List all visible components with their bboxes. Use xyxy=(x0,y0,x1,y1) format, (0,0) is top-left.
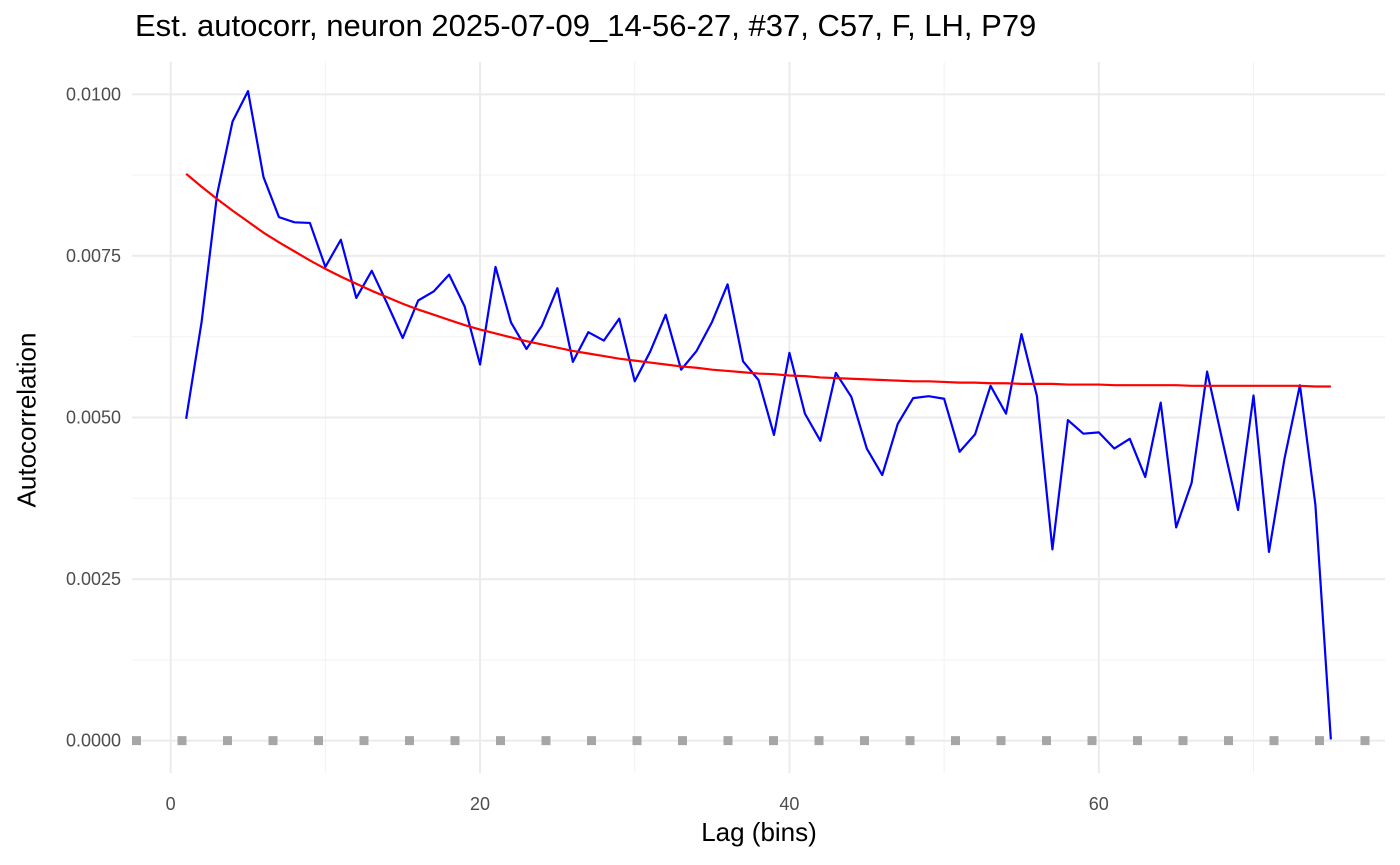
y-tick-label: 0.0100 xyxy=(66,84,121,104)
series-line-1 xyxy=(185,89,1332,740)
y-tick-label: 0.0075 xyxy=(66,246,121,266)
y-tick-label: 0.0000 xyxy=(66,731,121,751)
x-tick-label: 60 xyxy=(1089,794,1109,814)
grid-lines xyxy=(132,62,1385,773)
x-tick-label: 20 xyxy=(470,794,490,814)
x-tick-label: 0 xyxy=(166,794,176,814)
y-tick-label: 0.0050 xyxy=(66,408,121,428)
x-axis-title: Lag (bins) xyxy=(701,817,817,847)
x-tick-label: 40 xyxy=(779,794,799,814)
y-tick-label: 0.0025 xyxy=(66,569,121,589)
series-layer xyxy=(132,89,1385,746)
tick-labels: 0 20 40 60 0.0000 0.0025 0.0050 0.0075 0.0100 xyxy=(66,84,1109,814)
series-line-2 xyxy=(185,172,1331,388)
y-axis-title: Autocorrelation xyxy=(11,332,42,508)
chart-title: Est. autocorr, neuron 2025-07-09_14-56-2… xyxy=(135,8,1037,43)
